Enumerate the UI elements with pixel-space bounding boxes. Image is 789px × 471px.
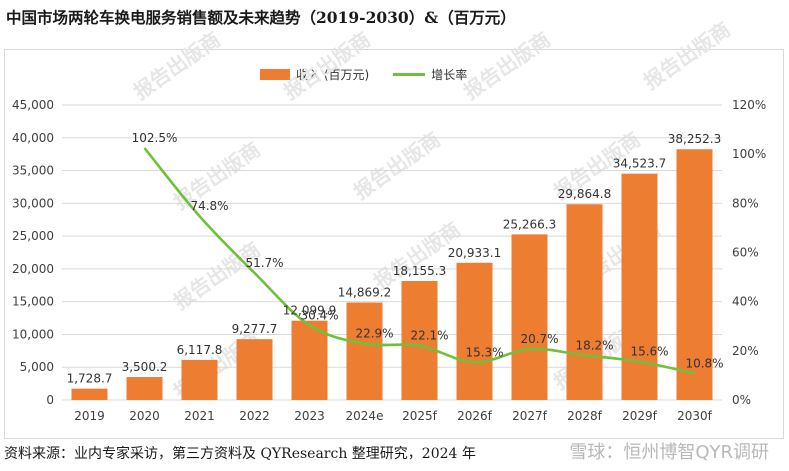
y-left-tick-label: 0 [46, 393, 54, 407]
bar-data-label: 38,252.3 [668, 132, 721, 146]
line-data-label: 74.8% [190, 199, 228, 213]
legend-line-swatch [393, 73, 426, 76]
bar-data-label: 25,266.3 [503, 217, 556, 231]
bar-data-label: 14,869.2 [338, 286, 391, 300]
y-left-tick-label: 45,000 [12, 98, 54, 112]
bar [456, 262, 493, 400]
bar-data-label: 34,523.7 [613, 157, 666, 171]
bar [676, 149, 713, 400]
line-data-label: 20.7% [520, 332, 558, 346]
x-tick-label: 2030f [677, 409, 713, 423]
growth-line [143, 147, 695, 375]
y-right-tick-label: 80% [732, 196, 759, 210]
source-note: 资料来源：业内专家采访，第三方资料及 QYResearch 整理研究，2024 … [4, 446, 476, 462]
x-tick-label: 2020 [129, 409, 160, 423]
bar-data-label: 18,155.3 [393, 264, 446, 278]
watermark-text: 报告出版商 [169, 237, 265, 314]
x-tick-label: 2021 [184, 409, 215, 423]
bar [621, 173, 658, 400]
bar [401, 280, 438, 400]
bar [511, 234, 548, 400]
bar [566, 204, 603, 400]
bar-data-label: 12,099.9 [283, 304, 336, 318]
legend-line-label: 增长率 [431, 68, 468, 82]
chart-legend: 收入 (百万元) 增长率 [260, 66, 467, 83]
line-data-label: 10.8% [685, 356, 723, 370]
bar-data-label: 1,728.7 [67, 372, 113, 386]
watermark-text: 报告出版商 [459, 27, 555, 104]
bar-data-label: 20,933.1 [448, 246, 501, 260]
x-tick-label: 2019 [74, 409, 105, 423]
credit-watermark: 雪球：恒州博智QYR调研 [569, 442, 769, 463]
legend-bar-swatch [260, 69, 290, 80]
watermark-text: 报告出版商 [279, 27, 375, 104]
watermark-text: 报告出版商 [349, 127, 445, 204]
watermark-text: 报告出版商 [129, 27, 225, 104]
x-tick-label: 2025f [402, 409, 438, 423]
legend-bar-label: 收入 (百万元) [296, 68, 370, 82]
line-data-label: 102.5% [132, 131, 178, 145]
x-tick-label: 2022 [239, 409, 270, 423]
bar-data-label: 3,500.2 [122, 360, 168, 374]
x-tick-label: 2027f [512, 409, 548, 423]
chart-title: 中国市场两轮车换电服务销售额及未来趋势（2019-2030）&（百万元） [6, 8, 516, 27]
bar [71, 388, 108, 400]
line-data-label: 22.9% [355, 327, 393, 341]
bar [126, 377, 163, 400]
bar [236, 339, 273, 400]
y-right-tick-label: 20% [732, 344, 759, 358]
chart-frame [4, 49, 784, 439]
bar [291, 320, 328, 400]
line-data-label: 22.1% [410, 329, 448, 343]
bar [181, 359, 218, 400]
bar-data-label: 9,277.7 [232, 322, 278, 336]
y-left-tick-label: 35,000 [12, 164, 54, 178]
bar-data-label: 6,117.8 [177, 343, 223, 357]
y-right-tick-label: 40% [732, 295, 759, 309]
bar-data-label: 29,864.8 [558, 187, 611, 201]
y-left-tick-label: 15,000 [12, 295, 54, 309]
y-left-tick-label: 5,000 [20, 360, 54, 374]
y-left-tick-label: 30,000 [12, 196, 54, 210]
y-right-tick-label: 100% [732, 147, 766, 161]
watermark-text: 报告出版商 [639, 17, 735, 94]
bar [346, 302, 383, 400]
y-right-tick-label: 0% [732, 393, 751, 407]
y-right-tick-label: 60% [732, 246, 759, 260]
y-left-tick-label: 20,000 [12, 262, 54, 276]
line-data-label: 15.6% [630, 345, 668, 359]
line-data-label: 18.2% [575, 338, 613, 352]
y-right-tick-label: 120% [732, 98, 766, 112]
line-data-label: 15.3% [465, 345, 503, 359]
x-tick-label: 2023 [294, 409, 325, 423]
x-tick-label: 2024e [346, 409, 384, 423]
x-tick-label: 2029f [622, 409, 658, 423]
line-data-label: 51.7% [245, 256, 283, 270]
y-left-tick-label: 40,000 [12, 131, 54, 145]
x-tick-label: 2026f [457, 409, 493, 423]
y-left-tick-label: 25,000 [12, 229, 54, 243]
line-data-label: 30.4% [300, 308, 338, 322]
x-tick-label: 2028f [567, 409, 603, 423]
y-left-tick-label: 10,000 [12, 327, 54, 341]
